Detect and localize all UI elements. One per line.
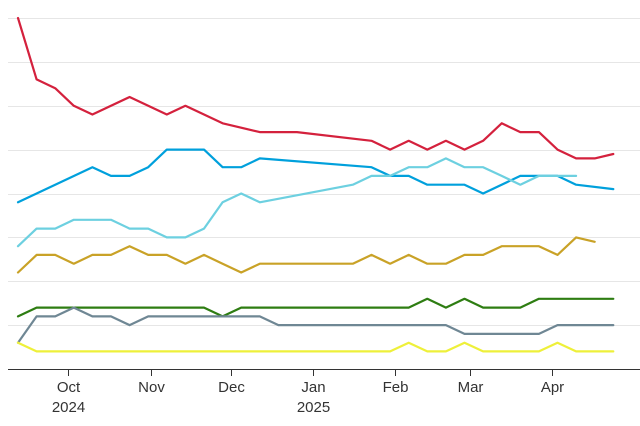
- x-tick-year-label: 2025: [297, 399, 330, 416]
- x-tick-label: Mar: [458, 379, 484, 396]
- series-line-4: [16, 236, 596, 274]
- series-line-3: [16, 157, 578, 248]
- gridlines: [8, 18, 640, 326]
- series-line-5: [16, 297, 615, 318]
- series-line-6: [16, 306, 615, 344]
- series-line-7: [16, 341, 615, 353]
- x-tick-label: Oct: [57, 379, 81, 396]
- series-lines: [16, 16, 615, 353]
- x-tick-year-label: 2024: [52, 399, 85, 416]
- series-line-2: [16, 148, 615, 204]
- x-tick-label: Dec: [218, 379, 245, 396]
- series-line-1: [16, 16, 615, 160]
- x-tick-label: Feb: [383, 379, 409, 396]
- x-axis: Oct 2024 Nov Dec Jan 2025 Feb Mar Apr: [8, 369, 640, 416]
- x-tick-label: Jan: [301, 379, 325, 396]
- x-tick-label: Apr: [541, 379, 564, 396]
- x-tick-label: Nov: [138, 379, 165, 396]
